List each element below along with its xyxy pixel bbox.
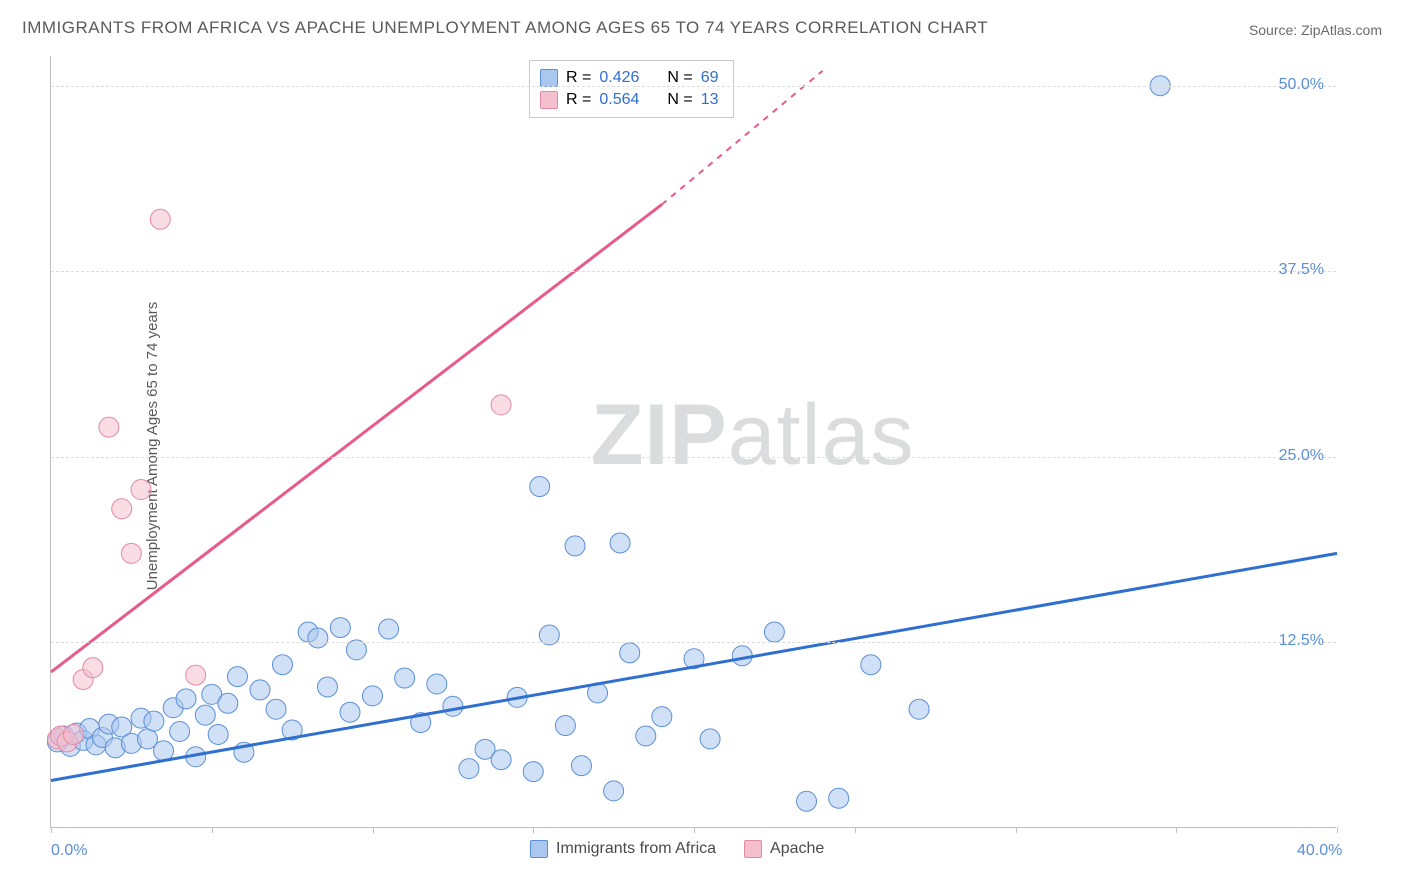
- source-prefix: Source:: [1249, 22, 1301, 38]
- x-tick: [1176, 827, 1177, 833]
- trend-line: [51, 553, 1337, 780]
- gridline: [51, 86, 1336, 87]
- x-tick-label: 40.0%: [1297, 842, 1342, 860]
- plot-area: ZIPatlas R = 0.426 N = 69 R = 0.564 N = …: [50, 56, 1336, 828]
- data-point: [176, 689, 196, 709]
- data-point: [652, 707, 672, 727]
- data-point: [491, 750, 511, 770]
- data-point: [186, 665, 206, 685]
- x-tick: [212, 827, 213, 833]
- data-point: [620, 643, 640, 663]
- y-tick-label: 12.5%: [1279, 632, 1324, 650]
- data-point: [909, 699, 929, 719]
- data-point: [523, 762, 543, 782]
- data-point: [195, 705, 215, 725]
- data-point: [317, 677, 337, 697]
- swatch-bottom-1: [530, 840, 548, 858]
- source-link[interactable]: ZipAtlas.com: [1301, 22, 1382, 38]
- chart-title: IMMIGRANTS FROM AFRICA VS APACHE UNEMPLO…: [22, 18, 988, 38]
- data-point: [363, 686, 383, 706]
- data-point: [131, 480, 151, 500]
- data-point: [218, 693, 238, 713]
- data-point: [83, 658, 103, 678]
- data-point: [565, 536, 585, 556]
- swatch-bottom-2: [744, 840, 762, 858]
- legend-label-1: Immigrants from Africa: [556, 840, 716, 858]
- data-point: [99, 417, 119, 437]
- legend-series: Immigrants from Africa Apache: [530, 840, 824, 858]
- data-point: [530, 477, 550, 497]
- data-point: [64, 724, 84, 744]
- data-point: [636, 726, 656, 746]
- data-point: [861, 655, 881, 675]
- data-point: [227, 667, 247, 687]
- y-tick-label: 37.5%: [1279, 261, 1324, 279]
- data-point: [395, 668, 415, 688]
- legend-correlation: R = 0.426 N = 69 R = 0.564 N = 13: [529, 60, 734, 118]
- n-label: N =: [667, 89, 692, 111]
- data-point: [459, 759, 479, 779]
- legend-row-series2: R = 0.564 N = 13: [540, 89, 719, 111]
- chart-svg: [51, 56, 1336, 827]
- data-point: [379, 619, 399, 639]
- data-point: [764, 622, 784, 642]
- data-point: [208, 724, 228, 744]
- data-point: [340, 702, 360, 722]
- data-point: [272, 655, 292, 675]
- swatch-series2: [540, 91, 558, 109]
- data-point: [555, 716, 575, 736]
- legend-item-1: Immigrants from Africa: [530, 840, 716, 858]
- swatch-series1: [540, 69, 558, 87]
- data-point: [700, 729, 720, 749]
- n-value-2: 13: [701, 89, 719, 111]
- x-tick: [373, 827, 374, 833]
- data-point: [443, 696, 463, 716]
- data-point: [330, 618, 350, 638]
- x-tick: [1016, 827, 1017, 833]
- gridline: [51, 457, 1336, 458]
- data-point: [797, 791, 817, 811]
- gridline: [51, 642, 1336, 643]
- data-point: [491, 395, 511, 415]
- trend-line: [51, 204, 662, 672]
- data-point: [266, 699, 286, 719]
- x-tick: [855, 827, 856, 833]
- legend-label-2: Apache: [770, 840, 824, 858]
- data-point: [829, 788, 849, 808]
- data-point: [308, 628, 328, 648]
- data-point: [112, 499, 132, 519]
- x-tick: [51, 827, 52, 833]
- r-value-2: 0.564: [599, 89, 639, 111]
- data-point: [170, 722, 190, 742]
- x-tick-label: 0.0%: [51, 842, 87, 860]
- data-point: [154, 741, 174, 761]
- data-point: [144, 711, 164, 731]
- data-point: [150, 209, 170, 229]
- data-point: [250, 680, 270, 700]
- data-point: [604, 781, 624, 801]
- data-point: [427, 674, 447, 694]
- x-tick: [533, 827, 534, 833]
- source-attribution: Source: ZipAtlas.com: [1249, 22, 1382, 38]
- y-tick-label: 25.0%: [1279, 447, 1324, 465]
- gridline: [51, 271, 1336, 272]
- legend-item-2: Apache: [744, 840, 824, 858]
- x-tick: [694, 827, 695, 833]
- data-point: [571, 756, 591, 776]
- data-point: [121, 543, 141, 563]
- x-tick: [1337, 827, 1338, 833]
- data-point: [610, 533, 630, 553]
- y-tick-label: 50.0%: [1279, 76, 1324, 94]
- r-label: R =: [566, 89, 591, 111]
